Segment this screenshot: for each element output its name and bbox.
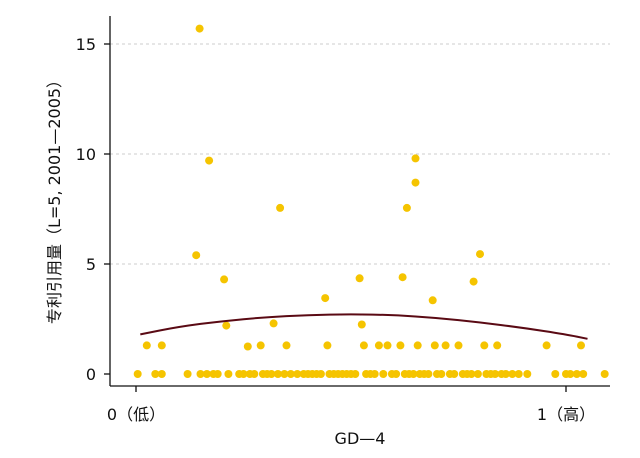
data-point [213,370,222,378]
data-point [579,370,588,378]
data-point [454,341,463,350]
data-point [577,341,585,350]
data-point [398,273,407,282]
data-point [542,341,551,350]
data-point [195,24,204,33]
data-point [467,370,476,378]
data-point [501,370,510,378]
data-point [250,370,259,378]
data-point [437,370,446,378]
data-point [183,370,192,378]
data-point [133,370,142,378]
data-point [374,341,383,350]
data-point [293,370,302,378]
data-point [600,370,609,378]
y-tick-label-15: 15 [76,35,96,54]
data-point [411,178,420,187]
data-point [450,370,459,378]
data-point [282,341,291,350]
data-point [276,203,285,212]
data-point [566,370,575,378]
x-tick-label-0: 0（低） [107,405,165,424]
y-tick-label-5: 5 [86,255,96,274]
data-point [514,370,523,378]
data-point [224,370,233,378]
data-point [402,203,411,212]
data-point [323,341,332,350]
data-point [491,370,500,378]
data-point [196,370,205,378]
data-point [273,370,282,378]
data-point [551,370,560,378]
data-point [355,274,364,283]
y-axis-title: 专利引用量（L=5, 2001—2005） [45,72,64,324]
data-point [222,321,231,330]
data-point [409,370,418,378]
data-point [256,341,265,350]
data-point [142,341,151,350]
data-point [473,370,482,378]
data-point [476,250,484,259]
data-point [205,156,214,165]
data-point [383,341,392,350]
data-point [243,342,252,351]
data-point [411,154,420,163]
y-tick-label-10: 10 [76,145,96,164]
data-point [151,370,160,378]
data-point [321,294,330,303]
scatter-points [133,24,609,378]
data-point [157,341,166,350]
fit-curve [140,313,588,340]
x-tick-label-1: 1（高） [537,405,595,424]
data-point [424,370,433,378]
data-point [396,341,405,350]
data-point [480,341,489,350]
gridlines [110,43,610,265]
data-point [357,320,366,329]
x-axis-ticks: 0（低） 1（高） [107,386,595,424]
data-point [286,370,295,378]
data-point [430,341,439,350]
data-point [359,341,368,350]
data-point [370,370,379,378]
data-point [508,370,517,378]
y-axis-ticks: 0 5 10 15 [76,35,110,384]
data-point [157,370,166,378]
data-point [220,275,229,284]
data-point [269,319,278,328]
data-point [441,341,450,350]
data-point [413,341,422,350]
data-point [493,341,502,350]
data-point [280,370,289,378]
data-point [428,296,437,305]
data-point [316,370,325,378]
data-point [572,370,581,378]
data-point [192,251,201,260]
data-point [202,370,211,378]
data-point [469,277,478,286]
data-point [267,370,276,378]
y-tick-label-0: 0 [86,365,96,384]
data-point [392,370,401,378]
data-point [379,370,388,378]
data-point [239,370,248,378]
x-axis-title: GD—4 [335,429,386,448]
data-point [523,370,532,378]
data-point [351,370,360,378]
